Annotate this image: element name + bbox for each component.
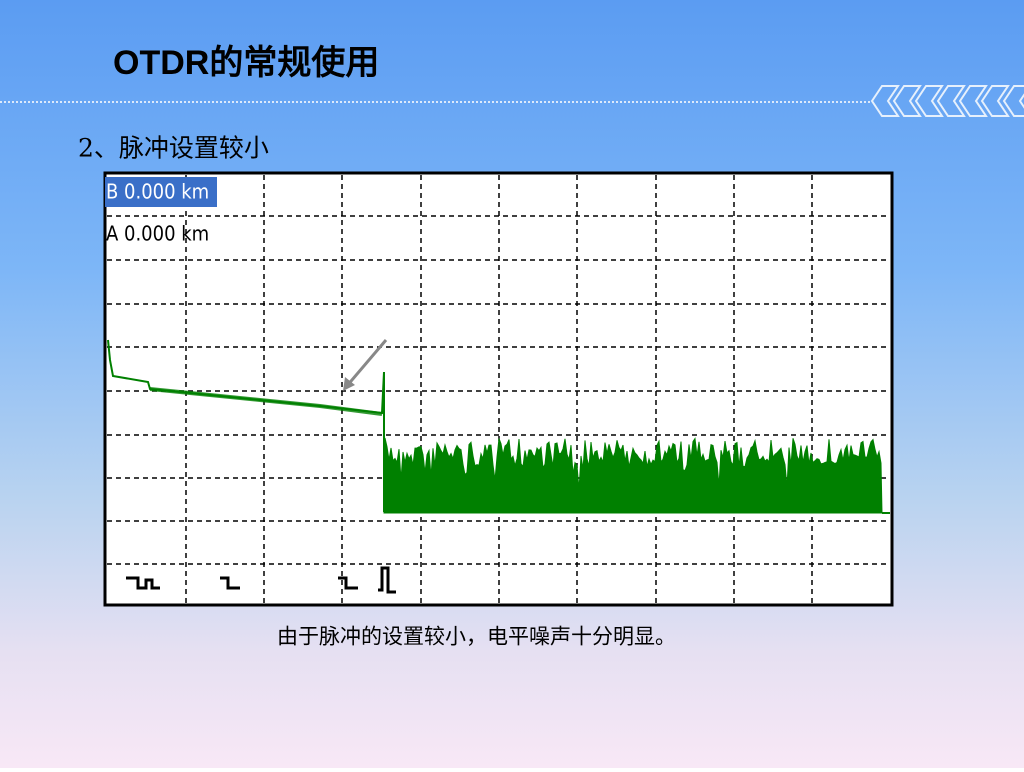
chevron xyxy=(892,85,922,117)
arrow-head xyxy=(343,377,355,391)
chevron xyxy=(980,85,1010,117)
event-marker xyxy=(338,576,358,590)
cursor-a: A 0.000 km xyxy=(106,222,209,246)
cursor-b: B 0.000 km xyxy=(106,180,209,204)
trace-band xyxy=(149,387,383,416)
arrow xyxy=(344,339,388,388)
event-marker xyxy=(220,576,240,590)
noise-floor xyxy=(383,437,883,514)
chevron xyxy=(936,85,966,117)
event-marker xyxy=(378,566,396,594)
chevron xyxy=(870,85,900,117)
event-marker xyxy=(126,576,160,590)
cursor-highlight xyxy=(105,177,217,207)
caption: 由于脉冲的设置较小，电平噪声十分明显。 xyxy=(277,625,676,649)
chevron xyxy=(1002,85,1024,117)
title: OTDR的常规使用 xyxy=(113,44,379,82)
event-markers xyxy=(126,566,396,594)
decoration xyxy=(870,85,1024,117)
heading: 2、脉冲设置较小 xyxy=(78,134,269,163)
chevron xyxy=(914,85,944,117)
chevron xyxy=(958,85,988,117)
trace-panel xyxy=(103,171,894,607)
trace xyxy=(107,339,890,514)
